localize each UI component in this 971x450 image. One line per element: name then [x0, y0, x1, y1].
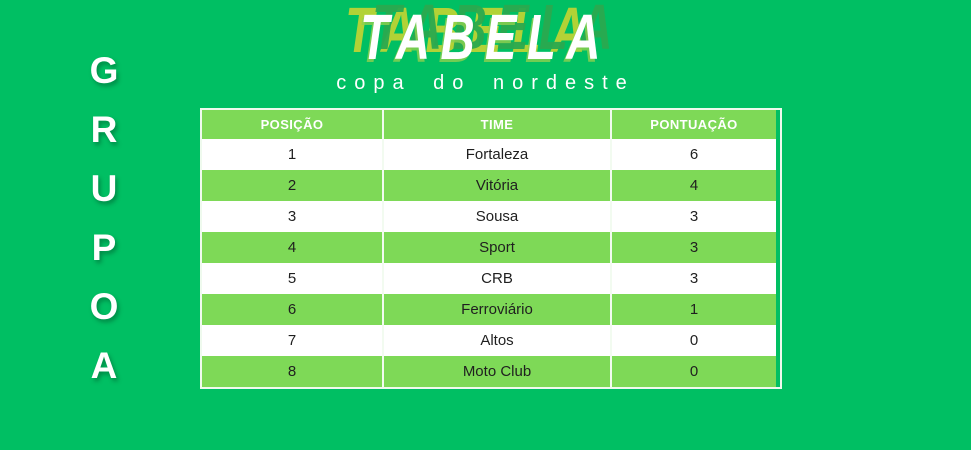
- points-cell: 3: [610, 232, 776, 263]
- group-letter: G: [89, 50, 119, 91]
- team-cell: Ferroviário: [382, 294, 610, 325]
- points-cell: 0: [610, 356, 776, 387]
- standings-table: POSIÇÃO TIME PONTUAÇÃO 1 Fortaleza 6 2 V…: [200, 108, 782, 389]
- title-shadow-green: TABELA: [372, 0, 623, 63]
- title-shadow-lime: TABELA: [345, 0, 596, 66]
- team-cell: Sport: [382, 232, 610, 263]
- table-header-pontuacao: PONTUAÇÃO: [610, 110, 776, 139]
- position-cell: 1: [202, 139, 382, 170]
- group-letter: P: [91, 227, 117, 268]
- points-cell: 1: [610, 294, 776, 325]
- table-row: 1 Fortaleza 6: [202, 139, 780, 170]
- team-cell: Fortaleza: [382, 139, 610, 170]
- table-header-time: TIME: [382, 110, 610, 139]
- table-row: 3 Sousa 3: [202, 201, 780, 232]
- group-letter: O: [89, 286, 119, 327]
- team-cell: Sousa: [382, 201, 610, 232]
- table-row: 7 Altos 0: [202, 325, 780, 356]
- position-cell: 2: [202, 170, 382, 201]
- position-cell: 6: [202, 294, 382, 325]
- table-row: 5 CRB 3: [202, 263, 780, 294]
- points-cell: 0: [610, 325, 776, 356]
- table-header-posicao: POSIÇÃO: [202, 110, 382, 139]
- points-cell: 4: [610, 170, 776, 201]
- position-cell: 3: [202, 201, 382, 232]
- table-row: 6 Ferroviário 1: [202, 294, 780, 325]
- table-row: 4 Sport 3: [202, 232, 780, 263]
- page-title: TABELA TABELA TABELA TABELA: [0, 0, 971, 76]
- position-cell: 5: [202, 263, 382, 294]
- points-cell: 3: [610, 263, 776, 294]
- title-text: TABELA: [360, 1, 611, 73]
- points-cell: 3: [610, 201, 776, 232]
- table-header-row: POSIÇÃO TIME PONTUAÇÃO: [202, 110, 780, 139]
- table-row: 8 Moto Club 0: [202, 356, 780, 387]
- team-cell: Vitória: [382, 170, 610, 201]
- group-letter: R: [90, 109, 118, 150]
- title-shadow-softlime: TABELA: [358, 4, 609, 76]
- team-cell: Moto Club: [382, 356, 610, 387]
- position-cell: 8: [202, 356, 382, 387]
- group-letter: U: [90, 168, 118, 209]
- position-cell: 7: [202, 325, 382, 356]
- page-subtitle: copa do nordeste: [336, 72, 635, 94]
- group-letter: A: [90, 345, 118, 386]
- table-row: 2 Vitória 4: [202, 170, 780, 201]
- points-cell: 6: [610, 139, 776, 170]
- position-cell: 4: [202, 232, 382, 263]
- team-cell: Altos: [382, 325, 610, 356]
- team-cell: CRB: [382, 263, 610, 294]
- group-label: G R U P O A: [78, 52, 130, 384]
